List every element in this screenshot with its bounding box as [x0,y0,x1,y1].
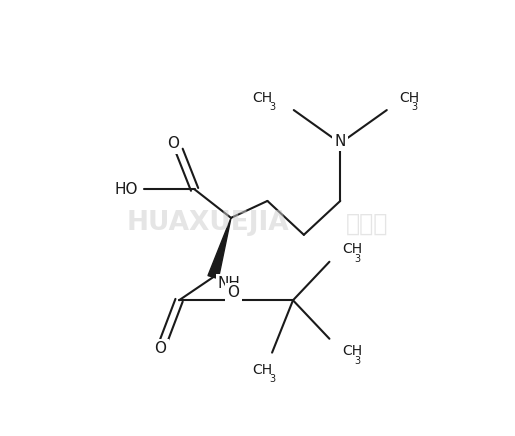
Text: O: O [227,285,239,300]
Text: HUAXUEJIA: HUAXUEJIA [127,210,289,236]
Text: CH: CH [252,91,272,105]
Text: CH: CH [399,91,419,105]
Text: 3: 3 [354,356,360,366]
Text: NH: NH [218,276,241,291]
Text: O: O [167,136,179,151]
Text: O: O [154,341,166,356]
Text: 3: 3 [354,254,360,264]
Text: CH: CH [342,344,362,358]
Text: CH: CH [253,363,273,377]
Text: 3: 3 [269,102,275,112]
Text: N: N [335,134,346,149]
Text: HO: HO [114,182,138,197]
Text: CH: CH [342,242,362,256]
Text: 化学加: 化学加 [346,211,388,235]
Text: 3: 3 [269,374,275,384]
Polygon shape [208,218,231,279]
Text: 3: 3 [411,102,418,112]
